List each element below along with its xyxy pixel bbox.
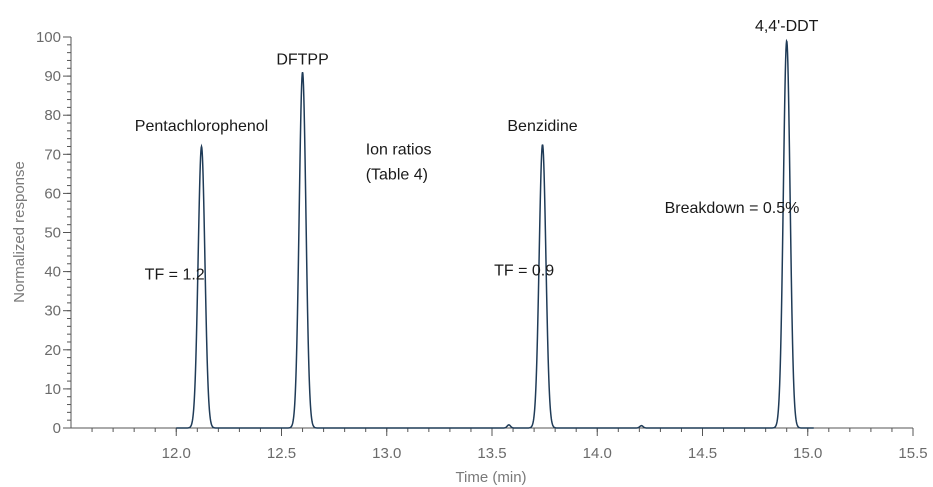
y-tick-label: 100 (36, 29, 61, 46)
x-axis-title: Time (min) (455, 469, 526, 486)
y-tick-label: 30 (44, 303, 61, 320)
x-tick-label: 13.0 (372, 445, 401, 462)
y-tick-label: 90 (44, 68, 61, 85)
x-tick-label: 12.5 (267, 445, 296, 462)
traces (176, 38, 814, 429)
ion-ratios-line2: (Table 4) (366, 167, 428, 184)
y-tick-label: 10 (44, 381, 61, 398)
x-tick-label: 15.0 (793, 445, 822, 462)
dftpp-label: DFTPP (276, 51, 328, 68)
y-tick-label: 50 (44, 225, 61, 242)
y-axis-title: Normalized response (11, 161, 28, 303)
breakdown-label: Breakdown = 0.5% (665, 200, 800, 217)
y-tick-label: 80 (44, 107, 61, 124)
annotations: Pentachlorophenol DFTPP Ion ratios (Table 4… (135, 18, 819, 283)
x-tick-label: 12.0 (162, 445, 191, 462)
x-tick-label: 15.5 (898, 445, 927, 462)
axes: 12.0 12.5 13.0 13.5 14.0 14.5 15.0 15.5 0 10 20 30 4… (36, 29, 928, 462)
y-tick-label: 70 (44, 146, 61, 163)
tf-pcp-label: TF = 1.2 (145, 266, 205, 283)
y-tick-label: 40 (44, 264, 61, 281)
x-tick-label: 14.5 (688, 445, 717, 462)
ddt-label: 4,4'-DDT (755, 18, 819, 35)
x-tick-label: 13.5 (477, 445, 506, 462)
ion-ratios-line1: Ion ratios (366, 141, 432, 158)
benzidine-label: Benzidine (507, 118, 577, 135)
y-tick-label: 20 (44, 342, 61, 359)
y-tick-label: 0 (53, 420, 61, 437)
x-tick-label: 14.0 (583, 445, 612, 462)
pcp-label: Pentachlorophenol (135, 118, 268, 135)
chromatogram-trace (176, 38, 814, 429)
tf-benzidine-label: TF = 0.9 (494, 263, 554, 280)
y-tick-label: 60 (44, 185, 61, 202)
